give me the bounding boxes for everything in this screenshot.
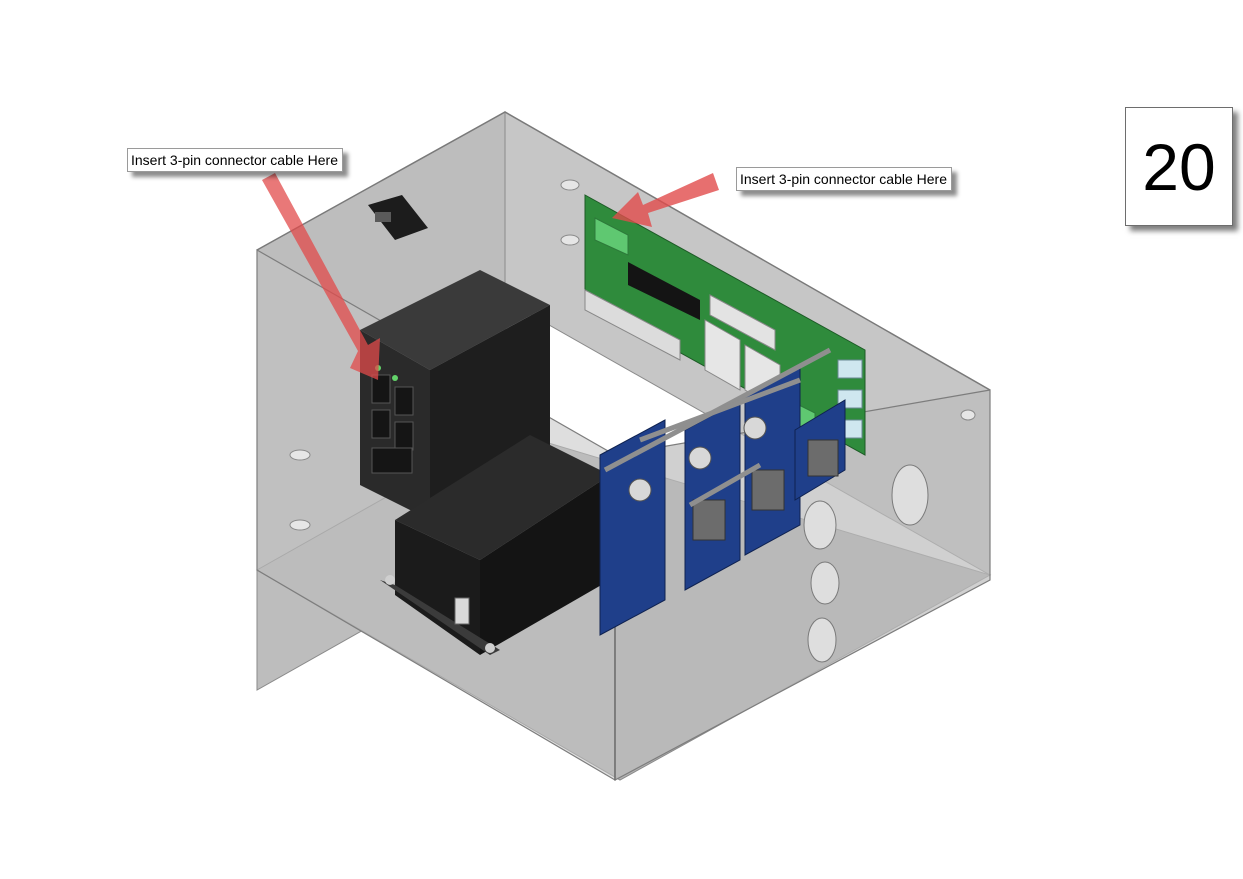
callout-right-label: Insert 3-pin connector cable Here <box>736 167 952 191</box>
callout-left-label: Insert 3-pin connector cable Here <box>127 148 343 172</box>
heatsink-block <box>380 435 610 655</box>
step-number-box: 20 <box>1125 107 1233 226</box>
callout-arrows <box>262 173 719 380</box>
blue-driver-boards <box>599 347 846 636</box>
back-wall-connector <box>368 195 428 240</box>
